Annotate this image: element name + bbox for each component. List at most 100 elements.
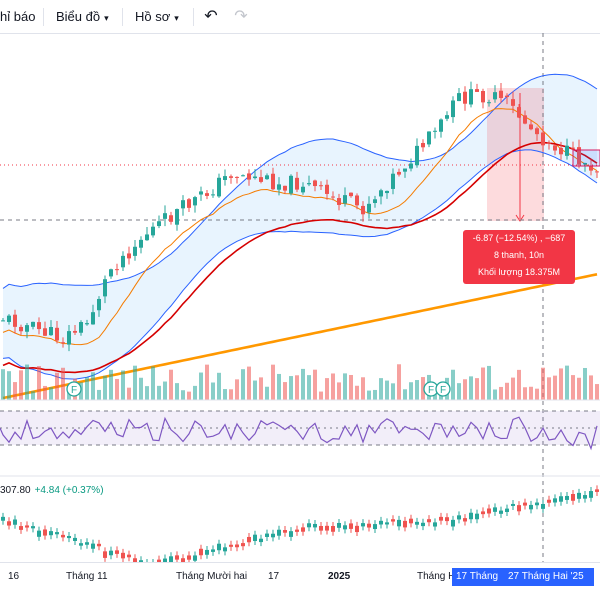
redo-button[interactable]: ↷ [230,6,252,28]
candle-body [427,131,431,145]
candle-body [403,168,407,172]
candle-body [571,147,575,149]
candle-body [577,147,581,165]
undo-icon: ↶ [204,8,218,25]
candle-body [277,184,281,190]
candle-body [145,234,149,241]
compare-candle-body [13,519,17,525]
volume-bar [85,377,89,400]
candle-body [481,90,485,103]
compare-candle-body [487,508,491,514]
compare-candle-body [163,558,167,562]
volume-bar [331,373,335,400]
candle-body [451,100,455,118]
candle-body [457,93,461,102]
compare-candle-body [253,534,257,542]
candle-body [73,330,77,333]
time-axis[interactable]: 16 Tháng 11 Tháng Mười hai 17 2025 Tháng… [0,562,600,601]
chart-canvas[interactable]: F F F [0,33,600,562]
compare-candle-body [397,519,401,527]
compare-candle-body [91,543,95,549]
candle-body [391,173,395,189]
volume-bar [259,377,263,400]
compare-candle-body [283,530,287,533]
compare-candle-body [37,530,41,537]
compare-candle-body [463,518,467,522]
compare-candle-body [229,544,233,547]
compare-candle-body [391,519,395,522]
candle-body [283,185,287,191]
time-tick: 17 [268,571,280,582]
compare-candle-body [55,532,59,535]
bollinger-upper-line [2,73,598,289]
candle-body [229,176,233,178]
volume-bar [415,380,419,400]
earnings-marker[interactable] [66,381,82,397]
candle-body [79,322,83,333]
volume-bar [181,390,185,400]
candle-body [337,198,341,205]
compare-candle-body [541,503,545,509]
indicators-button[interactable]: hỉ báo [0,0,35,33]
compare-candle-body [157,559,161,562]
volume-bar [61,367,65,400]
compare-candle-body [421,522,425,527]
volume-bar [193,385,197,400]
volume-bar [343,373,347,400]
volume-bar [517,369,521,400]
compare-candle-body [277,529,281,536]
volume-bar [37,366,41,400]
compare-candle-body [415,521,419,525]
candle-body [181,200,185,209]
compare-candle-body [271,533,275,538]
candle-body [115,269,119,271]
time-tick: Tháng Mười hai [176,571,248,582]
chart-type-dropdown[interactable]: Biểu đồ ▾ [56,0,109,33]
candle-body [535,128,539,135]
compare-candle-body [289,531,293,537]
candle-body [97,298,101,311]
compare-candle-body [481,511,485,515]
candle-body [355,195,359,206]
compare-candle-body [331,526,335,532]
compare-candle-body [223,547,227,552]
compare-candle-body [439,516,443,521]
candle-body [151,226,155,236]
candle-body [511,99,515,106]
candle-body [61,342,65,344]
volume-bar [559,368,563,400]
compare-candle-body [385,522,389,525]
profile-dropdown[interactable]: Hồ sơ ▾ [135,0,179,33]
price-range-box [572,149,600,167]
compare-change: +4.84 (+0.37%) [34,485,104,496]
candle-body [583,162,587,165]
compare-candle-body [379,520,383,525]
volume-bar [373,389,377,400]
toolbar-divider [43,8,44,26]
volume-bar [121,370,125,400]
candle-body [127,253,131,259]
candle-body [121,255,125,268]
candle-body [475,89,479,92]
compare-candle-body [307,523,311,528]
volume-bar [385,380,389,400]
undo-button[interactable]: ↶ [200,6,222,28]
chart-type-label: Biểu đồ [56,9,101,24]
compare-candle-body [127,554,131,558]
volume-bar [223,389,227,400]
compare-candle-body [79,543,83,546]
compare-candle-body [133,558,137,562]
candle-body [589,165,593,171]
candle-body [463,91,467,104]
candle-body [409,163,413,169]
candle-body [499,90,503,98]
compare-candle-body [493,507,497,512]
measure-arrow-head [515,214,525,222]
volume-bar [229,389,233,400]
volume-bar [7,371,11,400]
earnings-marker-label: F [428,385,434,396]
ma-long-line [2,273,598,400]
candle-body [67,331,71,345]
candle-body [187,199,191,208]
earnings-marker[interactable] [435,381,451,397]
